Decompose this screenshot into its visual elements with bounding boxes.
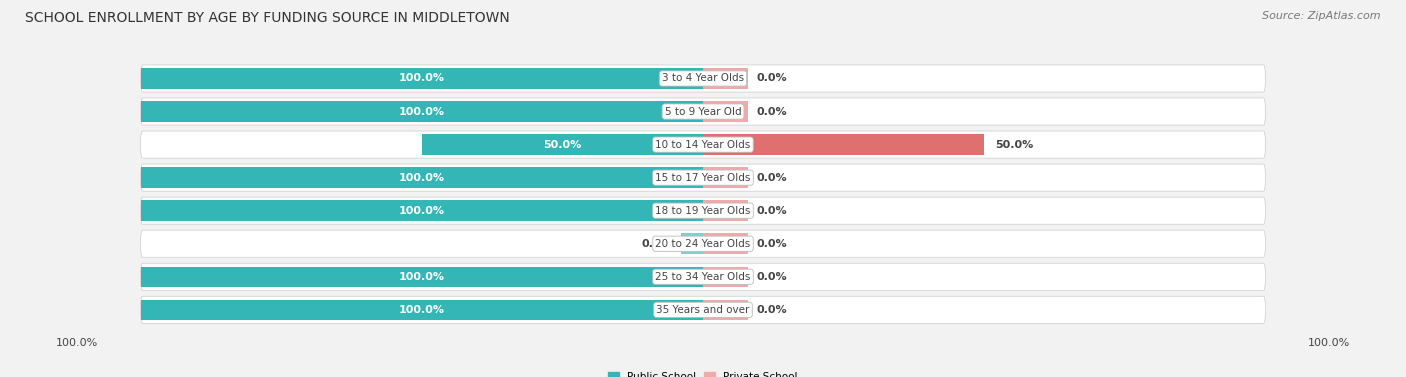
- Text: 100.0%: 100.0%: [399, 206, 444, 216]
- Text: 35 Years and over: 35 Years and over: [657, 305, 749, 315]
- Bar: [703, 201, 748, 221]
- Text: 0.0%: 0.0%: [756, 173, 787, 182]
- Bar: [703, 300, 748, 320]
- Text: 25 to 34 Year Olds: 25 to 34 Year Olds: [655, 272, 751, 282]
- Text: 50.0%: 50.0%: [543, 139, 582, 150]
- Bar: [141, 267, 703, 287]
- Bar: [681, 233, 703, 254]
- Text: 100.0%: 100.0%: [399, 305, 444, 315]
- FancyBboxPatch shape: [141, 263, 1265, 290]
- Text: 100.0%: 100.0%: [399, 107, 444, 116]
- Bar: [422, 134, 703, 155]
- FancyBboxPatch shape: [141, 230, 1265, 257]
- FancyBboxPatch shape: [141, 296, 1265, 323]
- FancyBboxPatch shape: [141, 197, 1265, 224]
- Text: 3 to 4 Year Olds: 3 to 4 Year Olds: [662, 74, 744, 83]
- Legend: Public School, Private School: Public School, Private School: [609, 372, 797, 377]
- Text: 0.0%: 0.0%: [756, 305, 787, 315]
- Text: 0.0%: 0.0%: [756, 239, 787, 249]
- Text: 0.0%: 0.0%: [756, 272, 787, 282]
- FancyBboxPatch shape: [141, 164, 1265, 191]
- Bar: [703, 267, 748, 287]
- Bar: [703, 68, 748, 89]
- Text: 50.0%: 50.0%: [995, 139, 1033, 150]
- Text: SCHOOL ENROLLMENT BY AGE BY FUNDING SOURCE IN MIDDLETOWN: SCHOOL ENROLLMENT BY AGE BY FUNDING SOUR…: [25, 11, 510, 25]
- Text: 10 to 14 Year Olds: 10 to 14 Year Olds: [655, 139, 751, 150]
- Bar: [141, 101, 703, 122]
- Text: 100.0%: 100.0%: [1308, 338, 1350, 348]
- Text: 18 to 19 Year Olds: 18 to 19 Year Olds: [655, 206, 751, 216]
- Bar: [141, 167, 703, 188]
- FancyBboxPatch shape: [141, 98, 1265, 125]
- Text: 0.0%: 0.0%: [756, 107, 787, 116]
- FancyBboxPatch shape: [141, 131, 1265, 158]
- Text: 0.0%: 0.0%: [756, 206, 787, 216]
- Bar: [141, 300, 703, 320]
- Text: 0.0%: 0.0%: [641, 239, 672, 249]
- Text: 100.0%: 100.0%: [399, 74, 444, 83]
- Bar: [703, 167, 748, 188]
- FancyBboxPatch shape: [141, 65, 1265, 92]
- Text: 20 to 24 Year Olds: 20 to 24 Year Olds: [655, 239, 751, 249]
- Text: Source: ZipAtlas.com: Source: ZipAtlas.com: [1263, 11, 1381, 21]
- Bar: [141, 201, 703, 221]
- Text: 5 to 9 Year Old: 5 to 9 Year Old: [665, 107, 741, 116]
- Bar: [703, 101, 748, 122]
- Bar: [703, 233, 748, 254]
- Bar: [703, 134, 984, 155]
- Text: 100.0%: 100.0%: [399, 272, 444, 282]
- Text: 15 to 17 Year Olds: 15 to 17 Year Olds: [655, 173, 751, 182]
- Text: 100.0%: 100.0%: [399, 173, 444, 182]
- Text: 0.0%: 0.0%: [756, 74, 787, 83]
- Text: 100.0%: 100.0%: [56, 338, 98, 348]
- Bar: [141, 68, 703, 89]
